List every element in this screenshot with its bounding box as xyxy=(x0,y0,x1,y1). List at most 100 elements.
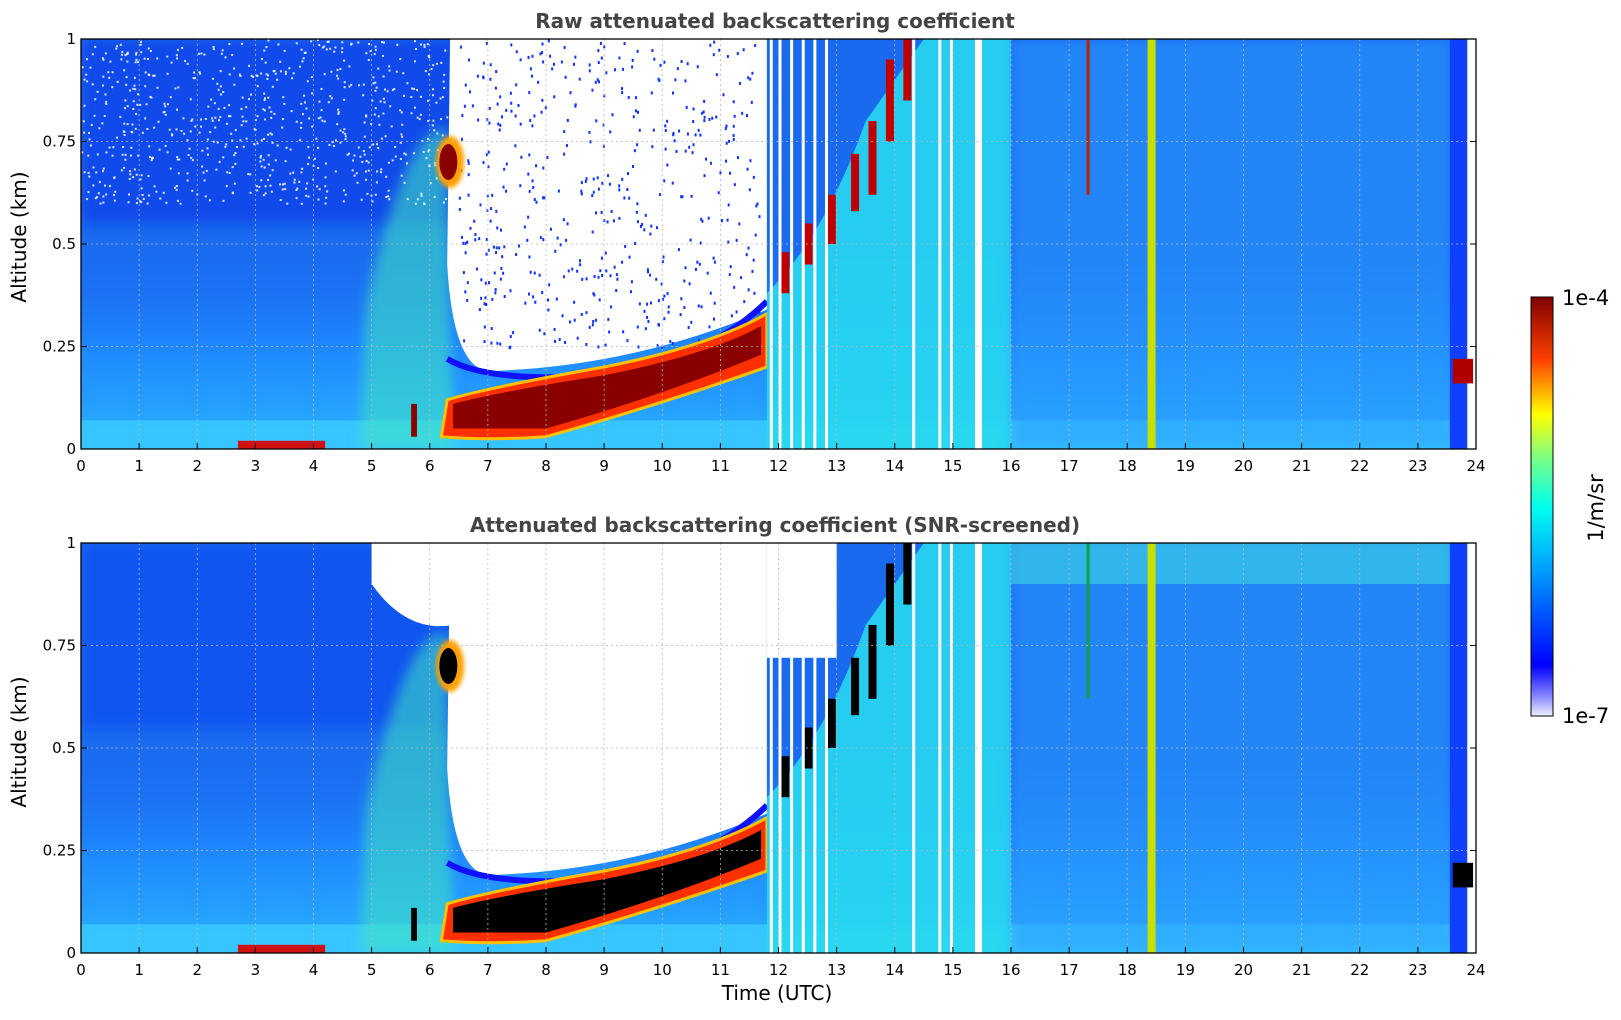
data-gap xyxy=(912,39,916,449)
noise-speck xyxy=(696,260,699,264)
noise-speck xyxy=(395,70,398,73)
noise-speck xyxy=(139,40,142,43)
convective-plume xyxy=(868,121,877,195)
noise-speck xyxy=(514,114,517,118)
convective-plume xyxy=(781,252,790,294)
noise-speck xyxy=(509,289,512,293)
noise-speck xyxy=(415,48,418,51)
noise-speck xyxy=(151,156,154,159)
data-gap xyxy=(938,39,942,449)
noise-speck xyxy=(141,131,144,134)
noise-speck xyxy=(515,50,518,54)
noise-speck xyxy=(92,166,95,169)
noise-speck xyxy=(269,132,272,135)
noise-speck xyxy=(469,90,472,94)
noise-speck xyxy=(542,60,545,64)
noise-speck xyxy=(292,72,295,75)
noise-speck xyxy=(626,339,629,343)
noise-speck xyxy=(559,243,562,247)
noise-speck xyxy=(112,146,115,149)
noise-speck xyxy=(539,235,542,239)
noise-speck xyxy=(483,325,486,329)
noise-speck xyxy=(547,298,550,302)
noise-speck xyxy=(316,185,319,188)
noise-speck xyxy=(579,263,582,267)
noise-speck xyxy=(699,133,702,137)
noise-speck xyxy=(380,137,383,140)
noise-speck xyxy=(715,73,718,77)
noise-speck xyxy=(692,107,695,111)
noise-speck xyxy=(683,279,686,283)
data-gap xyxy=(974,543,982,953)
noise-speck xyxy=(584,179,587,183)
noise-speck xyxy=(486,208,489,212)
noise-speck xyxy=(164,144,167,147)
convective-plume xyxy=(781,756,790,798)
noise-speck xyxy=(391,159,394,162)
noise-speck xyxy=(220,52,223,55)
noise-speck xyxy=(691,151,694,155)
noise-speck xyxy=(88,132,91,135)
noise-speck xyxy=(532,295,535,299)
noise-speck xyxy=(176,156,179,159)
noise-speck xyxy=(646,302,649,306)
noise-speck xyxy=(85,73,88,76)
noise-speck xyxy=(715,115,718,119)
noise-speck xyxy=(489,63,492,67)
noise-speck xyxy=(722,93,725,97)
noise-speck xyxy=(263,92,266,95)
noise-speck xyxy=(101,57,104,60)
noise-speck xyxy=(190,156,193,159)
noise-speck xyxy=(325,48,328,51)
noise-speck xyxy=(249,191,252,194)
noise-speck xyxy=(738,81,741,85)
noise-speck xyxy=(360,198,363,201)
noise-speck xyxy=(209,131,212,134)
noise-speck xyxy=(515,253,518,257)
noise-speck xyxy=(284,70,287,73)
noise-speck xyxy=(749,159,752,163)
noise-speck xyxy=(300,102,303,105)
noise-speck xyxy=(377,147,380,150)
noise-speck xyxy=(102,167,105,170)
noise-speck xyxy=(474,238,477,242)
data-gap xyxy=(974,39,982,449)
noise-speck xyxy=(254,119,257,122)
x-tick-label: 2 xyxy=(192,961,202,979)
noise-speck xyxy=(684,266,687,270)
noise-speck xyxy=(758,311,761,315)
noise-speck xyxy=(527,55,530,59)
x-tick-label: 23 xyxy=(1408,457,1427,475)
noise-speck xyxy=(732,134,735,138)
noise-speck xyxy=(83,104,86,107)
noise-speck xyxy=(382,97,385,100)
noise-speck xyxy=(238,73,241,76)
noise-speck xyxy=(615,288,618,292)
noise-speck xyxy=(726,54,729,58)
noise-speck xyxy=(608,330,611,334)
noise-speck xyxy=(713,40,716,44)
noise-speck xyxy=(741,111,744,115)
noise-speck xyxy=(270,190,273,193)
noise-speck xyxy=(487,165,490,169)
noise-speck xyxy=(382,112,385,115)
noise-speck xyxy=(222,90,225,93)
noise-speck xyxy=(121,50,124,53)
noise-speck xyxy=(503,245,506,249)
noise-speck xyxy=(650,224,653,228)
noise-speck xyxy=(727,203,730,207)
noise-speck xyxy=(212,77,215,80)
noise-speck xyxy=(233,182,236,185)
noise-speck xyxy=(207,105,210,108)
noise-speck xyxy=(90,123,93,126)
noise-speck xyxy=(256,85,259,88)
noise-speck xyxy=(703,115,706,119)
noise-speck xyxy=(231,139,234,142)
noise-speck xyxy=(310,76,313,79)
noise-speck xyxy=(310,40,313,43)
noise-speck xyxy=(363,153,366,156)
noise-speck xyxy=(564,340,567,344)
noise-speck xyxy=(206,147,209,150)
noise-speck xyxy=(750,100,753,104)
noise-speck xyxy=(432,64,435,67)
